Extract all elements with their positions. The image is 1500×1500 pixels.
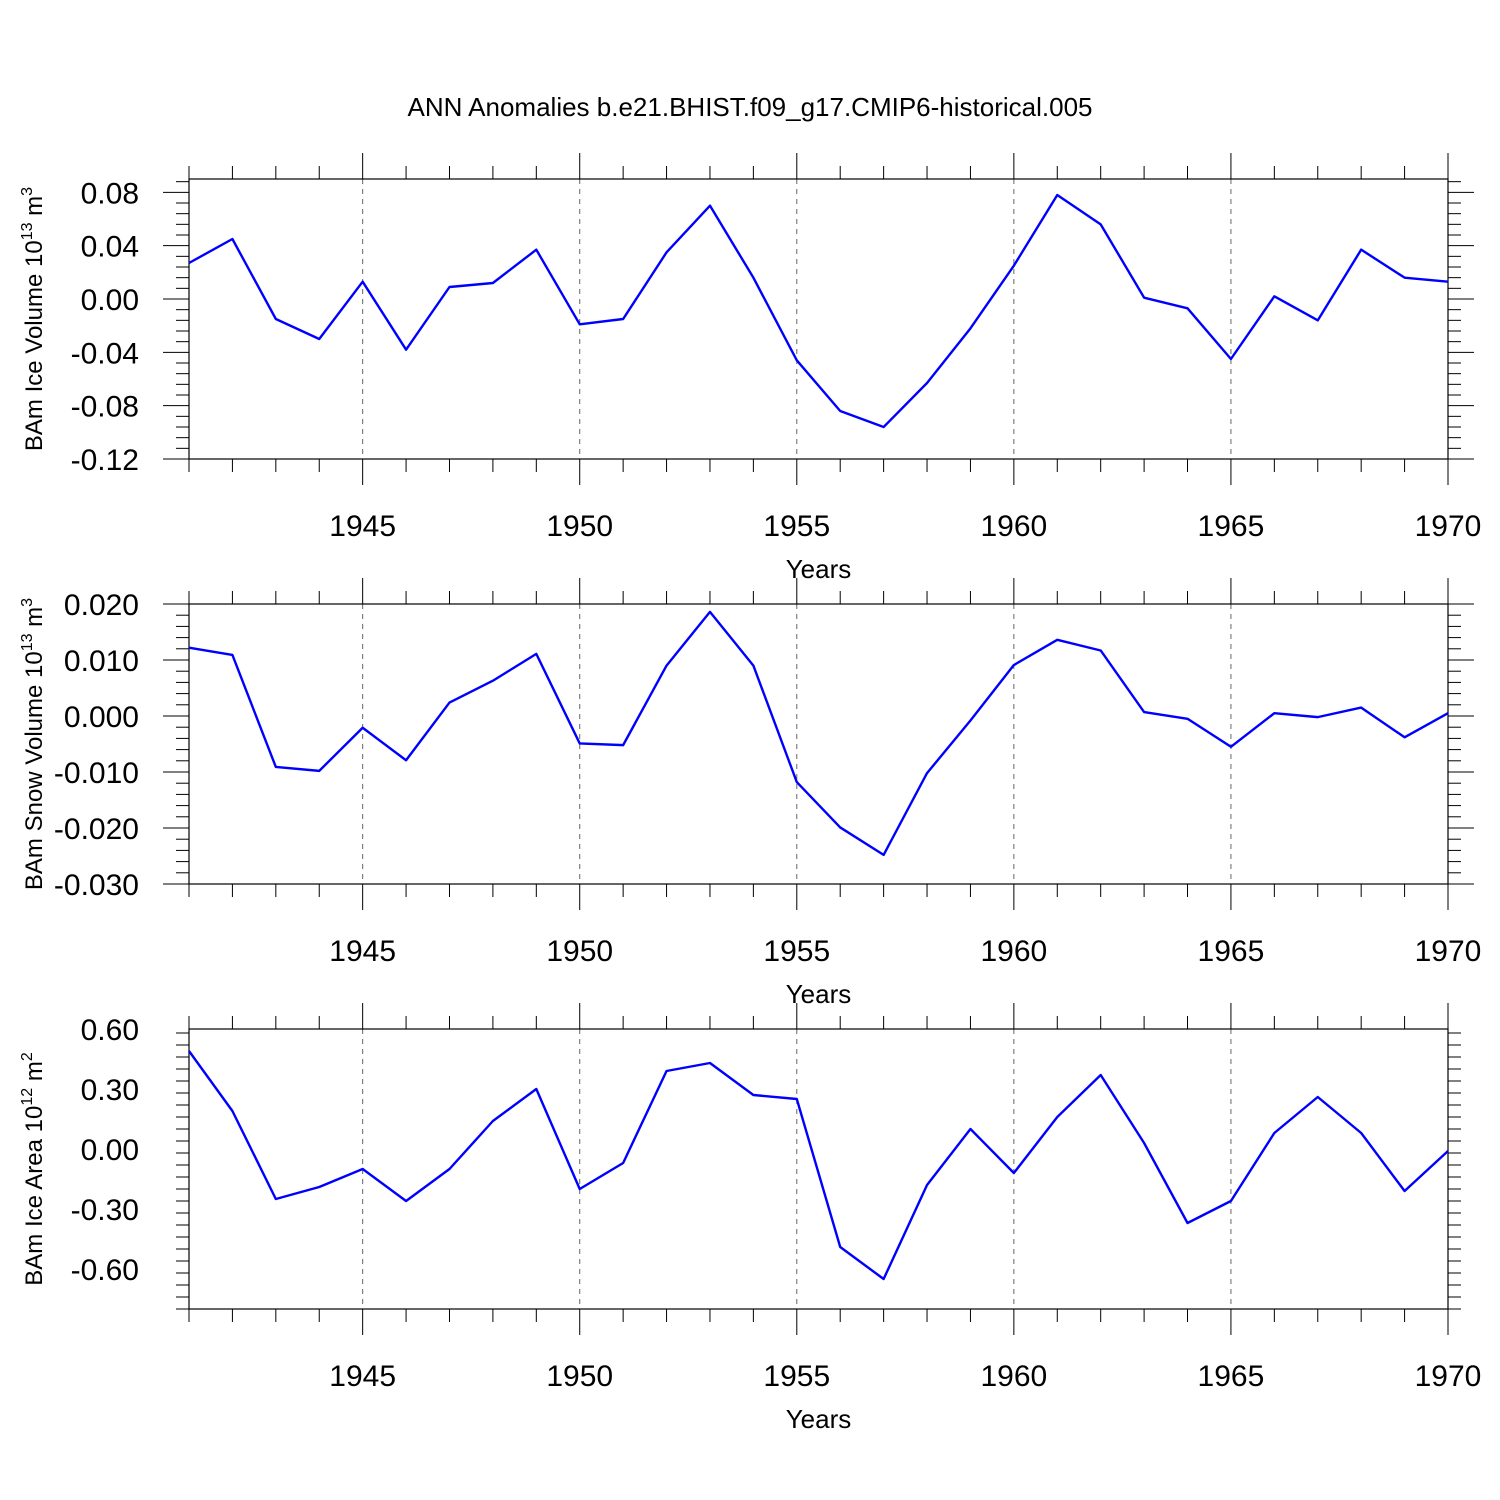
x-tick-label: 1955 [763, 935, 830, 968]
panel-2: -0.030 -0.020 -0.010 0.000 0.010 0.020 1945 195… [19, 578, 1481, 1009]
x-tick-label: 1965 [1198, 935, 1265, 968]
panels: -0.12 -0.08 -0.04 0.00 0.04 0.08 1945 1950 1955 1… [19, 153, 1481, 1434]
y-tick-label: -0.60 [71, 1254, 139, 1287]
x-axis-label: Years [786, 554, 852, 584]
y-tick-label: -0.020 [54, 813, 139, 846]
y-tick-label: -0.30 [71, 1194, 139, 1227]
series-line [188, 610, 1449, 857]
y-tick-label: 0.00 [81, 1134, 139, 1167]
chart-title: ANN Anomalies b.e21.BHIST.f09_g17.CMIP6-… [407, 92, 1092, 122]
y-tick-label: 0.04 [81, 231, 139, 264]
panel-3: -0.60 -0.30 0.00 0.30 0.60 1945 1950 1955 1960 19… [19, 1003, 1481, 1434]
y-tick-label: 0.08 [81, 177, 139, 210]
y-tick-label: -0.08 [71, 391, 139, 424]
y-tick-label: -0.010 [54, 757, 139, 790]
y-axis-label: BAm Ice Volume 1013 m3 [19, 187, 48, 451]
x-tick-label: 1965 [1198, 1360, 1265, 1393]
x-tick-label: 1955 [763, 1360, 830, 1393]
y-axis-label: BAm Snow Volume 1013 m3 [19, 598, 48, 890]
x-tick-label: 1955 [763, 510, 830, 543]
x-tick-label: 1970 [1415, 510, 1482, 543]
x-tick-label: 1960 [980, 510, 1047, 543]
x-tick-label: 1950 [546, 935, 613, 968]
x-tick-label: 1960 [980, 1360, 1047, 1393]
x-axis-label: Years [786, 979, 852, 1009]
plot-frame [188, 1028, 1449, 1310]
x-tick-label: 1950 [546, 510, 613, 543]
x-tick-label: 1965 [1198, 510, 1265, 543]
plot-frame [188, 603, 1449, 885]
x-axis-label: Years [786, 1404, 852, 1434]
y-tick-label: 0.00 [81, 284, 139, 317]
x-tick-label: 1960 [980, 935, 1047, 968]
panel-1: -0.12 -0.08 -0.04 0.00 0.04 0.08 1945 1950 1955 1… [19, 153, 1481, 584]
y-tick-label: 0.30 [81, 1074, 139, 1107]
x-tick-label: 1945 [329, 935, 396, 968]
y-tick-label: -0.030 [54, 869, 139, 902]
x-tick-label: 1945 [329, 510, 396, 543]
y-tick-label: 0.000 [64, 701, 139, 734]
y-tick-label: 0.010 [64, 645, 139, 678]
y-tick-label: -0.04 [71, 337, 139, 370]
plot-frame [188, 178, 1449, 460]
series-line [188, 193, 1449, 429]
y-tick-label: 0.020 [64, 589, 139, 622]
x-tick-label: 1970 [1415, 935, 1482, 968]
y-tick-label: 0.60 [81, 1014, 139, 1047]
series-line [188, 1050, 1449, 1281]
x-tick-label: 1950 [546, 1360, 613, 1393]
y-axis-label: BAm Ice Area 1012 m2 [19, 1052, 48, 1286]
x-tick-label: 1945 [329, 1360, 396, 1393]
x-tick-label: 1970 [1415, 1360, 1482, 1393]
y-tick-label: -0.12 [71, 444, 139, 477]
